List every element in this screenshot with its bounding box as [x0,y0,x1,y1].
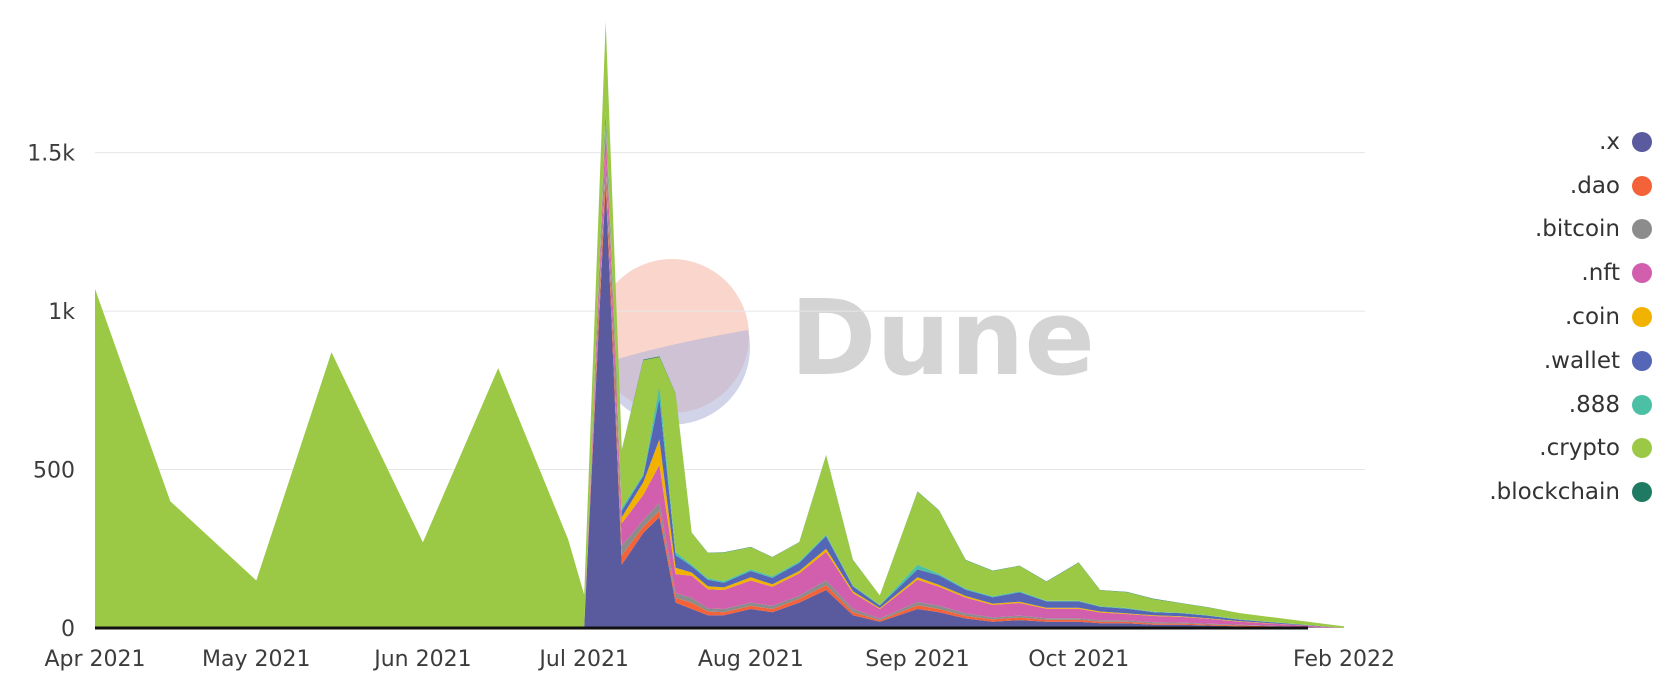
x-tick-label: Oct 2021 [1028,647,1129,672]
legend-label: .x [1599,128,1620,155]
axis-layer: Apr 2021 May 2021 Jun 2021 Jul 2021 Aug 2021… [44,626,1395,672]
legend-label: .bitcoin [1534,216,1620,243]
legend-swatch [1632,263,1652,284]
legend-label: .blockchain [1489,479,1620,506]
legend-swatch [1632,438,1652,459]
legend-item[interactable]: .nft [1402,251,1652,295]
area-layer [95,22,1344,629]
legend-swatch [1632,175,1652,196]
legend-label: .wallet [1543,347,1620,374]
y-tick-label: 1k [48,300,75,325]
legend-label: .crypto [1539,435,1620,462]
legend-item[interactable]: .bitcoin [1402,208,1652,252]
legend-item[interactable]: .888 [1402,383,1652,427]
x-tick-label: Jun 2021 [372,647,471,672]
legend-item[interactable]: .blockchain [1402,470,1652,514]
legend-swatch [1632,482,1652,503]
area-series-crypto[interactable] [95,22,1344,628]
legend-label: .nft [1581,260,1620,287]
x-tick-label: May 2021 [202,647,310,672]
legend: .x .dao .bitcoin .nft .coin .wallet .888 .crypt… [1402,120,1652,514]
gridlines: 0 500 1k 1.5k [27,142,1365,642]
legend-swatch [1632,350,1652,371]
y-tick-label: 0 [61,617,75,642]
legend-item[interactable]: .wallet [1402,339,1652,383]
y-tick-label: 500 [33,459,75,484]
y-tick-label: 1.5k [27,142,75,167]
legend-label: .dao [1569,172,1620,199]
legend-swatch [1632,307,1652,328]
legend-label: .coin [1565,304,1620,331]
legend-swatch [1632,131,1652,152]
legend-label: .888 [1568,391,1620,418]
x-tick-label: Feb 2022 [1293,647,1395,672]
legend-swatch [1632,394,1652,415]
legend-item[interactable]: .coin [1402,295,1652,339]
x-tick-label: Sep 2021 [865,647,969,672]
watermark-text: Dune [790,277,1095,399]
legend-item[interactable]: .crypto [1402,427,1652,471]
x-tick-label: Jul 2021 [537,647,629,672]
x-tick-label: Aug 2021 [698,647,804,672]
legend-item[interactable]: .dao [1402,164,1652,208]
legend-item[interactable]: .x [1402,120,1652,164]
x-tick-label: Apr 2021 [44,647,145,672]
legend-swatch [1632,219,1652,240]
